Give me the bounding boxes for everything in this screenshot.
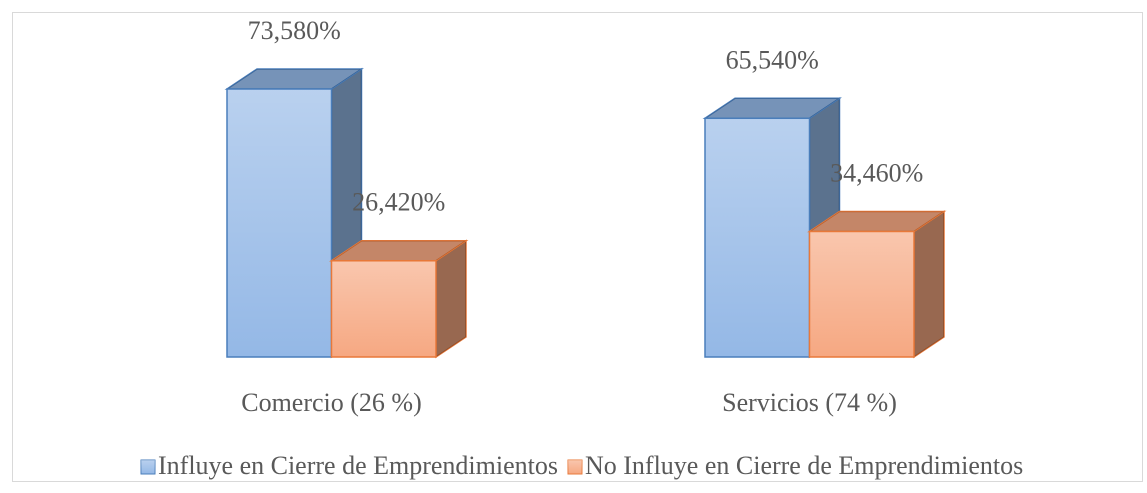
data-label: 34,460% [830,158,923,187]
data-label: 73,580% [248,16,341,45]
bar-shine [704,117,811,358]
legend-swatch-shine [567,460,582,474]
chart-border [12,12,1143,482]
bar-top-shade [331,240,466,261]
x-tick-label: Comercio (26 %) [241,388,422,417]
bar-shine [330,260,437,358]
data-label: 65,540% [726,45,819,74]
legend-label: Influye en Cierre de Emprendimientos [158,451,558,480]
bar-top-shade [809,211,944,232]
legend-swatch-shine [141,460,155,474]
legend-label: No Influye en Cierre de Emprendimientos [585,451,1023,480]
bar-top-shade [227,69,362,89]
bar-shine [808,230,915,358]
x-tick-label: Servicios (74 %) [722,388,897,417]
data-label: 26,420% [352,188,445,217]
bar-side-shade [436,240,466,357]
bar-shine [226,88,333,358]
bar-top-shade [705,98,840,119]
bar-side-shade [914,211,944,357]
